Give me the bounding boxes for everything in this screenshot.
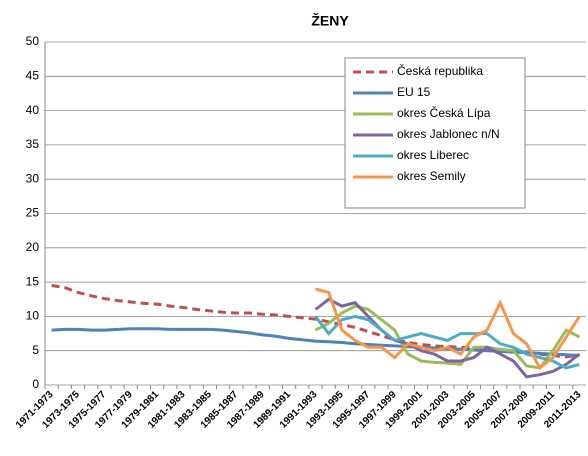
y-tick-label: 0 bbox=[32, 377, 39, 391]
series bbox=[314, 297, 581, 379]
line bbox=[51, 284, 580, 359]
series bbox=[314, 314, 580, 370]
y-tick-label: 40 bbox=[26, 103, 40, 117]
legend-label: Česká republika bbox=[397, 63, 483, 78]
line bbox=[314, 314, 580, 370]
y-tick-label: 25 bbox=[26, 206, 40, 220]
y-tick-label: 50 bbox=[26, 34, 40, 48]
legend-label: EU 15 bbox=[397, 85, 431, 99]
legend-label: okres Česká Lípa bbox=[397, 105, 491, 120]
y-tick-label: 5 bbox=[32, 343, 39, 357]
y-tick-label: 20 bbox=[26, 240, 40, 254]
series bbox=[315, 287, 581, 371]
chart-title: ŽENY bbox=[311, 12, 349, 29]
y-tick-label: 10 bbox=[26, 309, 40, 323]
legend-label: okres Jablonec n/N bbox=[397, 127, 500, 141]
series bbox=[51, 284, 580, 359]
y-tick-label: 35 bbox=[26, 137, 40, 151]
line bbox=[314, 297, 581, 379]
legend-box bbox=[344, 57, 526, 209]
legend-label: okres Liberec bbox=[397, 148, 469, 162]
line bbox=[315, 287, 581, 371]
y-tick-label: 45 bbox=[26, 68, 40, 82]
y-tick-label: 15 bbox=[26, 274, 40, 288]
y-tick-label: 30 bbox=[26, 171, 40, 185]
legend-label: okres Semily bbox=[397, 169, 466, 183]
